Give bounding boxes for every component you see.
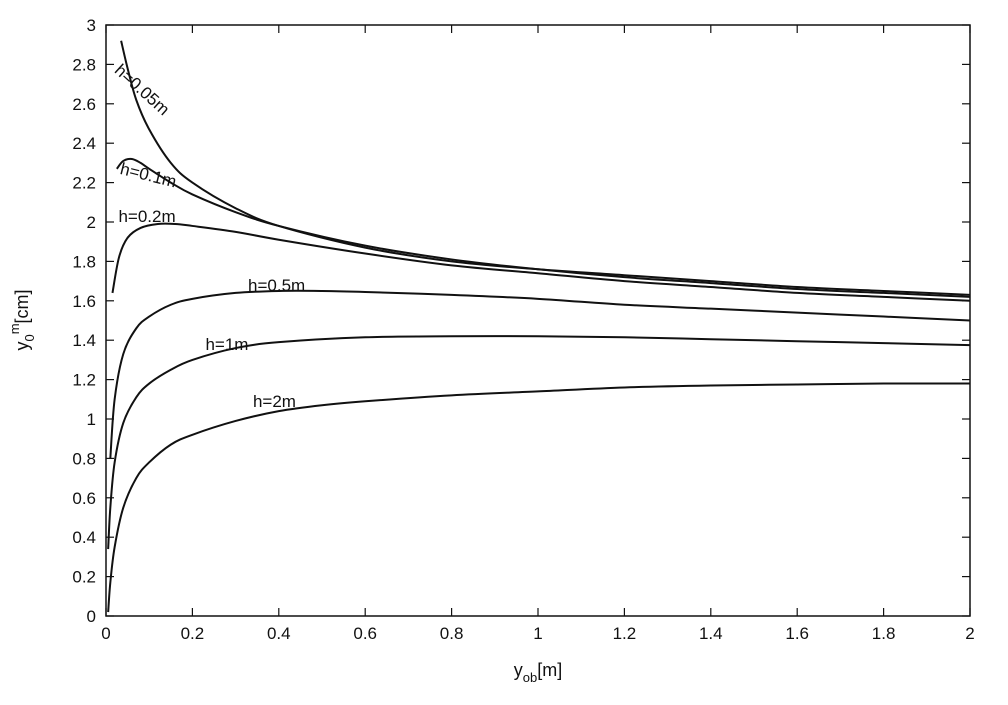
axis-ticks	[105, 24, 971, 617]
x-tick-label: 0.8	[440, 624, 464, 643]
curve-label-h-1m: h=1m	[205, 335, 248, 354]
curve-label-h-2m: h=2m	[253, 392, 296, 411]
curve-label-h-0-5m: h=0.5m	[248, 276, 305, 295]
x-tick-label: 1.4	[699, 624, 723, 643]
x-tick-label: 1.8	[872, 624, 896, 643]
y-tick-label: 2	[87, 213, 96, 232]
y-tick-label: 1.6	[72, 292, 96, 311]
series-line-h-0-1m	[116, 157, 971, 298]
x-axis-title: yob[m]	[514, 660, 562, 685]
curve-label-h-0-1m: h=0.1m	[118, 159, 178, 191]
y-tick-label: 1	[87, 410, 96, 429]
y-tick-label: 2.2	[72, 174, 96, 193]
series-line-h-0-5m	[109, 289, 971, 459]
curve-label-h-0-2m: h=0.2m	[118, 207, 175, 226]
x-tick-label: 0.6	[353, 624, 377, 643]
y-tick-label: 2.8	[72, 55, 96, 74]
y-tick-label: 0	[87, 607, 96, 626]
y-tick-label: 2.4	[72, 134, 96, 153]
x-tick-label: 1.6	[785, 624, 809, 643]
x-axis-title-sub: ob	[523, 670, 537, 685]
y-axis-title-sub: 0	[22, 334, 37, 341]
series-line-h-0-2m	[111, 222, 971, 302]
x-tick-label: 1.2	[613, 624, 637, 643]
y-axis-title-unit: [cm]	[12, 289, 32, 323]
x-tick-label: 2	[965, 624, 974, 643]
curve-label-h-0-05m: h=0.05m	[111, 61, 173, 120]
curve-labels: h=0.05m h=0.1m h=0.2m h=0.5m h=1m h=2m	[111, 61, 305, 412]
series-line-h-0-05m	[120, 40, 971, 296]
x-tick-label: 0.2	[181, 624, 205, 643]
y-tick-labels: 0 0.2 0.4 0.6 0.8 1 1.2 1.4 1.6 1.8 2 2.2 2.4 2.6 2.8 3	[72, 16, 96, 626]
y-tick-label: 0.8	[72, 449, 96, 468]
series-line-h-1m	[107, 335, 971, 550]
plot-frame	[105, 24, 971, 617]
x-axis-title-unit: [m]	[537, 660, 562, 680]
y-tick-label: 2.6	[72, 95, 96, 114]
y-tick-label: 0.6	[72, 489, 96, 508]
series-line-h-2m	[107, 382, 971, 613]
x-axis-title-main: y	[514, 660, 523, 680]
x-tick-label: 0	[101, 624, 110, 643]
x-tick-labels: 0 0.2 0.4 0.6 0.8 1 1.2 1.4 1.6 1.8 2	[101, 624, 974, 643]
x-tick-label: 1	[533, 624, 542, 643]
y-tick-label: 0.2	[72, 568, 96, 587]
series-curves	[107, 40, 971, 613]
y-tick-label: 1.2	[72, 371, 96, 390]
y-axis-title-main: y	[12, 342, 32, 351]
y-tick-label: 1.4	[72, 331, 96, 350]
x-tick-label: 0.4	[267, 624, 291, 643]
y-tick-label: 1.8	[72, 252, 96, 271]
y-tick-label: 3	[87, 16, 96, 35]
y-axis-title-sup: m	[7, 323, 22, 334]
y-tick-label: 0.4	[72, 528, 96, 547]
y-axis-title: y0m[cm]	[7, 289, 37, 350]
